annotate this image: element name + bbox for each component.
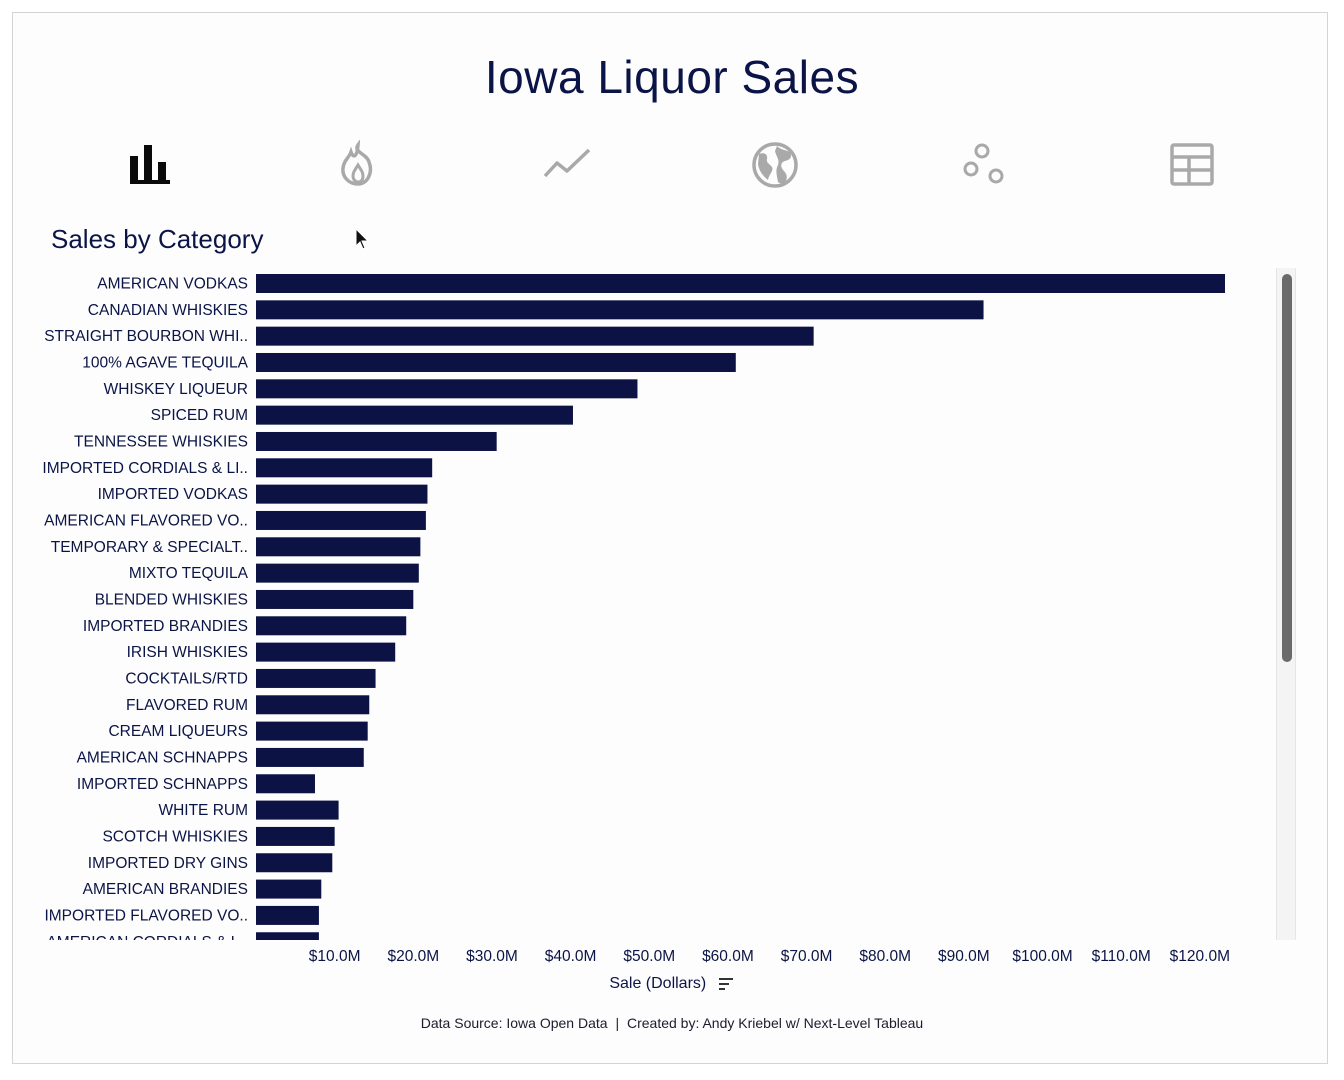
x-tick-label: $10.0M — [309, 948, 361, 965]
category-label: IMPORTED SCHNAPPS — [77, 776, 248, 793]
x-tick-label: $90.0M — [938, 948, 990, 965]
bar[interactable] — [256, 774, 315, 794]
category-label: AMERICAN FLAVORED VO.. — [44, 512, 248, 529]
x-tick-label: $110.0M — [1092, 948, 1151, 965]
chart-scrollbar[interactable] — [1276, 268, 1296, 940]
bar[interactable] — [256, 484, 428, 504]
footer-credit: Created by: Andy Kriebel w/ Next-Level T… — [626, 1015, 924, 1031]
bar[interactable] — [256, 747, 364, 767]
bar[interactable] — [256, 853, 333, 873]
bar[interactable] — [256, 458, 433, 478]
bar[interactable] — [256, 563, 419, 583]
x-axis-title: Sale (Dollars) — [609, 975, 707, 992]
category-label: AMERICAN CORDIALS & L.. — [46, 934, 248, 940]
category-label: FLAVORED RUM — [126, 697, 248, 714]
bar[interactable] — [256, 642, 396, 662]
x-tick-label: $30.0M — [466, 948, 518, 965]
chart-scrollbar-thumb[interactable] — [1282, 274, 1292, 662]
category-label: AMERICAN BRANDIES — [83, 881, 248, 898]
x-tick-label: $70.0M — [781, 948, 833, 965]
x-tick-label: $50.0M — [623, 948, 675, 965]
category-label: AMERICAN SCHNAPPS — [77, 749, 248, 766]
x-tick-label: $20.0M — [387, 948, 439, 965]
x-tick-label: $40.0M — [545, 948, 597, 965]
category-label: IMPORTED CORDIALS & LI.. — [42, 460, 248, 477]
bar[interactable] — [256, 826, 335, 846]
dashboard-frame — [12, 12, 1328, 1064]
footer-separator: | — [615, 1015, 620, 1031]
x-tick-label: $100.0M — [1012, 948, 1072, 965]
sort-icon[interactable] — [718, 977, 735, 991]
category-label: IMPORTED VODKAS — [98, 486, 248, 503]
x-tick-label: $120.0M — [1170, 948, 1230, 965]
bar[interactable] — [256, 405, 573, 425]
mouse-cursor-icon — [355, 228, 370, 250]
chart-subtitle: Sales by Category — [51, 224, 264, 254]
line-chart-icon — [543, 148, 591, 178]
category-label: MIXTO TEQUILA — [129, 565, 249, 582]
category-label: IMPORTED BRANDIES — [83, 618, 248, 635]
category-label: WHITE RUM — [158, 802, 248, 819]
category-label: TEMPORARY & SPECIALT.. — [51, 539, 248, 556]
bar[interactable] — [256, 668, 376, 688]
page-title: Iowa Liquor Sales — [484, 51, 860, 103]
x-axis: $10.0M $20.0M $30.0M $40.0M $50.0M $60.0M $70.… — [309, 948, 1230, 965]
category-label: CREAM LIQUEURS — [108, 723, 248, 740]
globe-icon — [752, 142, 798, 188]
nav-globe[interactable] — [750, 140, 800, 190]
nav-line-chart[interactable] — [542, 140, 592, 190]
nav-bar-chart[interactable] — [125, 140, 175, 190]
bar[interactable] — [256, 800, 339, 820]
bar[interactable] — [256, 932, 319, 940]
bar[interactable] — [256, 905, 319, 925]
category-label: IRISH WHISKIES — [127, 644, 248, 661]
category-label: WHISKEY LIQUEUR — [104, 381, 248, 398]
bar[interactable] — [256, 616, 407, 636]
category-label: IMPORTED DRY GINS — [88, 855, 248, 872]
category-label: SPICED RUM — [151, 407, 248, 424]
scatter-icon — [963, 143, 1004, 184]
bar-chart-icon — [130, 145, 170, 184]
bar[interactable] — [256, 510, 426, 530]
table-icon — [1170, 143, 1214, 186]
category-label: SCOTCH WHISKIES — [102, 828, 248, 845]
category-label: IMPORTED FLAVORED VO.. — [44, 907, 248, 924]
footer-source: Data Source: Iowa Open Data — [420, 1015, 608, 1031]
bar[interactable] — [256, 537, 421, 557]
category-label: BLENDED WHISKIES — [95, 591, 248, 608]
bar[interactable] — [256, 352, 736, 372]
x-tick-label: $80.0M — [859, 948, 911, 965]
bar[interactable] — [256, 274, 1225, 293]
bar[interactable] — [256, 879, 322, 899]
bar[interactable] — [256, 721, 368, 741]
category-label: AMERICAN VODKAS — [97, 276, 248, 293]
bar[interactable] — [256, 589, 414, 609]
flame-icon — [341, 140, 373, 186]
bar-chart: AMERICAN VODKAS CANADIAN WHISKIES STRAIGHT… — [42, 274, 1225, 940]
category-label: CANADIAN WHISKIES — [88, 302, 248, 319]
category-label: TENNESSEE WHISKIES — [74, 433, 248, 450]
nav-flame[interactable] — [333, 140, 383, 190]
footer: Data Source: Iowa Open Data | Created by… — [0, 1015, 1344, 1031]
bar[interactable] — [256, 326, 814, 346]
nav-table[interactable] — [1167, 140, 1217, 190]
bar[interactable] — [256, 695, 370, 715]
x-tick-label: $60.0M — [702, 948, 754, 965]
nav-scatter[interactable] — [958, 140, 1008, 190]
bar[interactable] — [256, 431, 497, 451]
bar[interactable] — [256, 379, 638, 399]
bar[interactable] — [256, 300, 984, 320]
category-label: 100% AGAVE TEQUILA — [82, 354, 248, 371]
category-label: STRAIGHT BOURBON WHI.. — [44, 328, 248, 345]
category-label: COCKTAILS/RTD — [125, 670, 248, 687]
x-axis-title-row: Sale (Dollars) — [0, 975, 1344, 993]
